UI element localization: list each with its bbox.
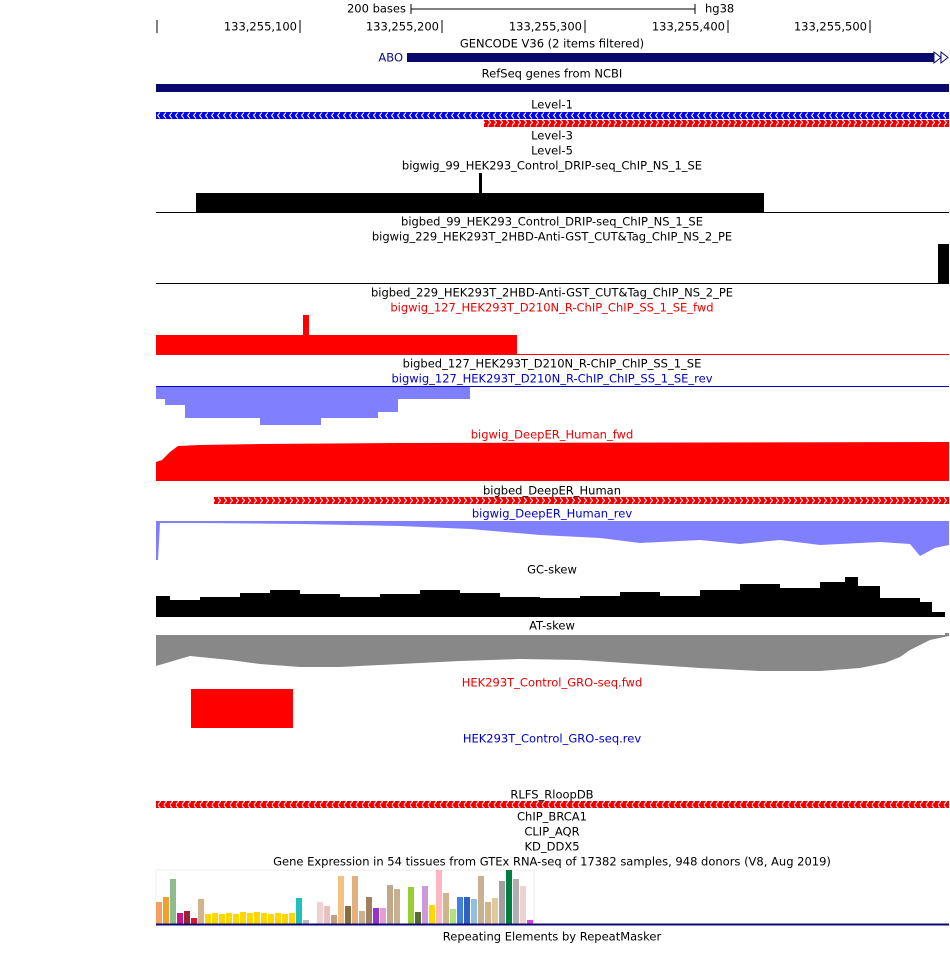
track-title: AT-skew [529, 619, 575, 633]
track-title: bigwig_DeepER_Human_rev [472, 507, 633, 521]
track-title: bigwig_DeepER_Human_fwd [471, 428, 634, 442]
track-title: HEK293T_Control_GRO-seq.rev [463, 732, 641, 746]
track-title: ChIP_BRCA1 [517, 810, 587, 824]
gene-label[interactable]: ABO [378, 51, 403, 65]
track-title: Level-1 [531, 98, 573, 112]
signal [156, 335, 517, 354]
track-title: CLIP_AQR [524, 825, 579, 839]
assembly-label: hg38 [705, 2, 734, 16]
signal-spike [303, 315, 309, 335]
scale-label: 200 bases [347, 2, 406, 16]
track-title: Gene Expression in 54 tissues from GTEx … [273, 855, 831, 869]
position-label: 133,255,500 [794, 20, 867, 34]
track-title: GENCODE V36 (2 items filtered) [460, 37, 644, 51]
track-title: bigwig_127_HEK293T_D210N_R-ChIP_ChIP_SS_… [391, 372, 712, 386]
track-title: RefSeq genes from NCBI [482, 67, 623, 81]
signal [196, 193, 764, 212]
track-title: bigwig_127_HEK293T_D210N_R-ChIP_ChIP_SS_… [390, 301, 713, 315]
level-1-feature[interactable] [156, 112, 949, 119]
refseq-bar[interactable] [156, 84, 949, 92]
position-label: 133,255,100 [224, 20, 297, 34]
track-title: bigbed_127_HEK293T_D210N_R-ChIP_ChIP_SS_… [403, 357, 702, 371]
track-title: Level-3 [531, 129, 573, 143]
signal [156, 633, 949, 671]
track-title: bigbed_229_HEK293T_2HBD-Anti-GST_CUT&Tag… [371, 286, 733, 300]
signal [156, 577, 945, 617]
gtex-bars [156, 870, 533, 924]
gene-arrows [933, 50, 949, 65]
deeper-feature[interactable] [214, 497, 949, 504]
gene-bar[interactable] [407, 53, 935, 62]
track-title: HEK293T_Control_GRO-seq.fwd [462, 676, 643, 690]
track-title: GC-skew [527, 563, 577, 577]
rlfs-feature[interactable] [156, 801, 949, 808]
signal [156, 442, 949, 481]
position-label: 133,255,400 [652, 20, 725, 34]
track-title: bigwig_99_HEK293_Control_DRIP-seq_ChIP_N… [402, 159, 702, 173]
position-label: 133,255,300 [509, 20, 582, 34]
level-1-feature[interactable] [484, 120, 949, 127]
ruler-ticks [156, 20, 871, 33]
track-title: Repeating Elements by RepeatMasker [443, 930, 662, 944]
track-title: Level-5 [531, 144, 573, 158]
position-label: 133,255,200 [366, 20, 439, 34]
signal [156, 521, 949, 560]
signal [938, 244, 949, 283]
track-title: bigbed_DeepER_Human [483, 484, 621, 498]
track-title: bigbed_99_HEK293_Control_DRIP-seq_ChIP_N… [401, 215, 703, 229]
signal [191, 689, 293, 728]
track-title: RLFS_RloopDB [510, 788, 593, 802]
signal [156, 387, 470, 425]
signal-spike [479, 173, 482, 193]
track-title: bigwig_229_HEK293T_2HBD-Anti-GST_CUT&Tag… [372, 230, 732, 244]
track-title: KD_DDX5 [524, 840, 579, 854]
